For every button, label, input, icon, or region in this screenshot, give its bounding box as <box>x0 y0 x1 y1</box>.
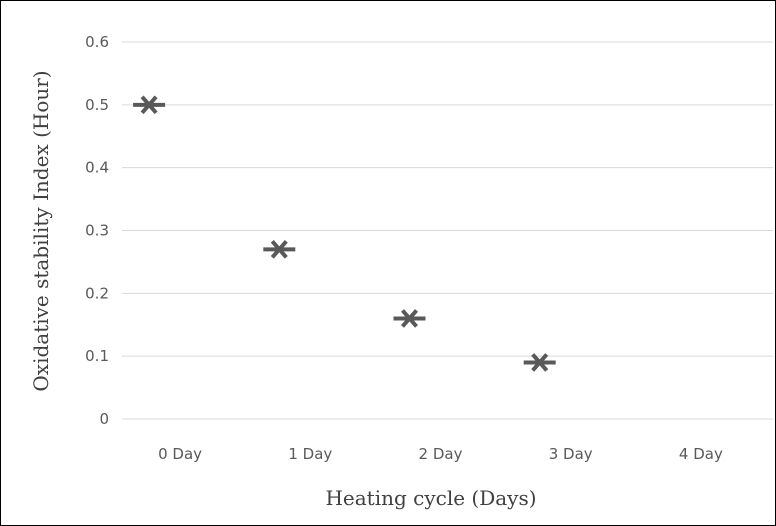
y-tick-label: 0.5 <box>85 96 109 114</box>
y-tick-labels: 0 0.1 0.2 0.3 0.4 0.5 0.6 <box>85 33 109 428</box>
y-tick-label: 0.1 <box>85 347 109 365</box>
y-axis-title: Oxidative stability Index (Hour) <box>29 70 53 391</box>
y-tick-label: 0.3 <box>85 222 109 240</box>
data-markers <box>133 95 556 372</box>
gridlines <box>122 41 773 420</box>
data-point <box>393 309 426 328</box>
data-point <box>263 240 296 259</box>
x-tick-label: 2 Day <box>419 445 463 463</box>
y-tick-label: 0.2 <box>85 284 109 302</box>
data-point <box>133 95 166 115</box>
x-tick-label: 4 Day <box>679 445 723 463</box>
x-axis-title: Heating cycle (Days) <box>325 486 536 510</box>
y-tick-label: 0 <box>99 410 109 428</box>
x-tick-label: 3 Day <box>549 445 593 463</box>
x-tick-label: 0 Day <box>158 445 202 463</box>
x-tick-labels: 0 Day 1 Day 2 Day 3 Day 4 Day <box>158 445 723 463</box>
x-tick-label: 1 Day <box>288 445 332 463</box>
y-tick-label: 0.6 <box>85 33 109 51</box>
y-tick-label: 0.4 <box>85 159 109 177</box>
data-point <box>523 353 556 372</box>
